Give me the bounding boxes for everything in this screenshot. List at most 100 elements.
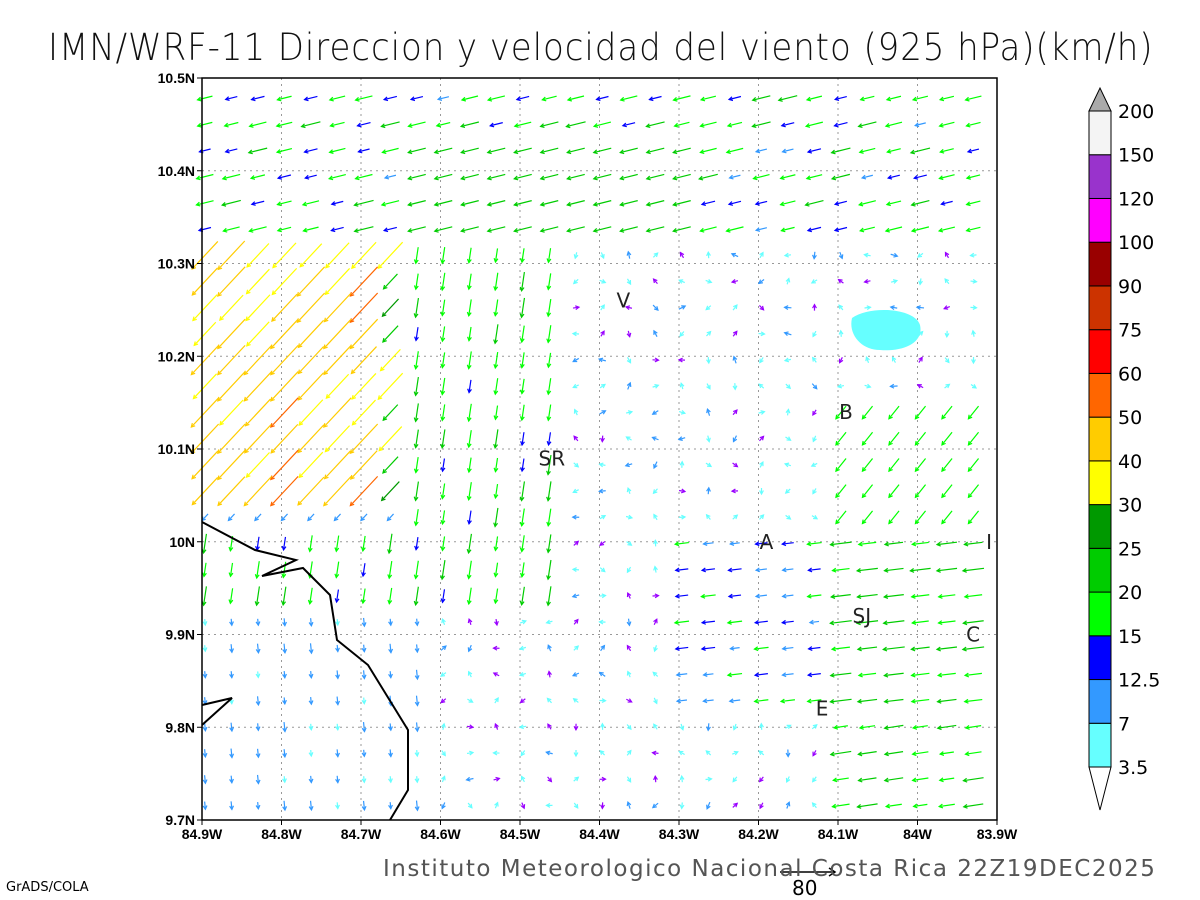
wind-arrow-head xyxy=(653,513,658,519)
wind-arrow xyxy=(309,800,313,811)
lon-tick-label: 84.9W xyxy=(182,826,223,842)
wind-arrow xyxy=(884,777,904,782)
wind-arrow xyxy=(243,371,273,402)
wind-arrow-head xyxy=(653,306,659,312)
wind-arrow-head xyxy=(653,618,658,624)
wind-arrow-head xyxy=(914,122,920,128)
wind-arrow-head xyxy=(441,618,446,624)
wind-arrow xyxy=(912,777,929,781)
wind-arrow-head xyxy=(571,593,577,599)
place-label: C xyxy=(966,623,980,647)
wind-arrow xyxy=(382,325,399,343)
wind-arrow-head xyxy=(441,645,447,651)
wind-arrow xyxy=(277,200,292,206)
wind-arrow-head xyxy=(546,548,552,554)
wind-arrow xyxy=(857,646,878,650)
wind-arrow xyxy=(673,200,691,206)
wind-arrow-head xyxy=(758,750,764,756)
wind-arrow xyxy=(885,226,903,232)
wind-arrow xyxy=(468,457,472,473)
wind-arrow-head xyxy=(350,369,356,375)
wind-arrow-head xyxy=(705,750,711,755)
wind-arrow-head xyxy=(349,474,355,480)
wind-arrow xyxy=(547,454,552,475)
wind-arrow-head xyxy=(674,646,680,651)
wind-arrow-head xyxy=(781,541,787,547)
coastline-peninsula xyxy=(201,697,233,726)
wind-arrow-head xyxy=(700,567,706,573)
colorbar-over-triangle xyxy=(1088,86,1112,112)
wind-arrow-head xyxy=(806,593,812,599)
wind-arrow-head xyxy=(600,437,605,443)
wind-arrow-head xyxy=(546,258,552,264)
colorbar-swatch xyxy=(1088,416,1112,462)
colorbar-label: 40 xyxy=(1118,451,1142,473)
wind-arrow-head xyxy=(460,201,466,207)
wind-arrow-head xyxy=(441,722,446,728)
wind-arrow-head xyxy=(627,698,633,703)
wind-arrow-head xyxy=(963,698,969,704)
wind-arrow-head xyxy=(413,364,419,370)
wind-arrow-head xyxy=(466,599,472,606)
wind-arrow xyxy=(436,121,451,127)
wind-arrow xyxy=(362,563,366,577)
colorbar-label: 100 xyxy=(1118,232,1154,254)
wind-arrow-head xyxy=(433,228,439,233)
wind-arrow-head xyxy=(565,123,571,129)
wind-arrow xyxy=(461,95,479,101)
wind-arrow-head xyxy=(945,383,951,389)
wind-arrow xyxy=(380,348,401,372)
wind-arrow-head xyxy=(936,672,943,678)
wind-arrow xyxy=(414,481,420,501)
wind-arrow xyxy=(965,95,982,101)
wind-arrow-head xyxy=(833,122,839,128)
wind-arrow xyxy=(910,567,931,572)
wind-arrow-head xyxy=(654,357,660,363)
wind-arrow-head xyxy=(679,382,685,388)
lat-tick-label: 9.8N xyxy=(165,719,195,735)
wind-arrow-head xyxy=(308,673,314,679)
wind-arrow-head xyxy=(751,97,757,102)
wind-arrow-head xyxy=(941,493,946,499)
wind-arrow-head xyxy=(413,600,419,607)
wind-arrow xyxy=(726,147,744,154)
wind-arrow-head xyxy=(910,594,916,599)
wind-arrow-head xyxy=(938,122,944,128)
wind-arrow xyxy=(297,476,325,506)
wind-arrow-head xyxy=(440,416,446,422)
wind-arrow-head xyxy=(866,305,872,311)
wind-arrow xyxy=(323,345,352,375)
wind-arrow-head xyxy=(546,601,551,607)
wind-arrow xyxy=(593,173,612,180)
wind-arrow-head xyxy=(308,649,314,655)
wind-arrow xyxy=(415,429,419,448)
wind-arrow xyxy=(441,299,446,316)
wind-arrow-head xyxy=(759,722,764,728)
wind-arrow-head xyxy=(935,646,941,652)
wind-arrow xyxy=(567,226,585,232)
lon-tick-label: 84.5W xyxy=(500,826,541,842)
wind-arrow-head xyxy=(678,279,684,284)
wind-arrow xyxy=(752,121,771,128)
wind-arrow xyxy=(298,451,324,478)
wind-arrow-head xyxy=(753,672,760,678)
map-title: IMN/WRF-11 Direccion y velocidad del vie… xyxy=(48,26,1154,69)
wind-arrow xyxy=(246,243,270,268)
wind-arrow xyxy=(620,173,638,180)
wind-arrow-head xyxy=(859,96,865,102)
wind-arrow-head xyxy=(835,414,840,420)
wind-arrow-head xyxy=(912,175,919,180)
wind-arrow-head xyxy=(515,96,521,102)
wind-arrow-head xyxy=(592,228,598,233)
wind-arrow-head xyxy=(961,646,967,652)
wind-arrow-head xyxy=(626,644,632,650)
wind-arrow xyxy=(349,475,379,507)
wind-arrow-head xyxy=(733,750,739,756)
wind-arrow-head xyxy=(600,304,605,310)
wind-arrow-head xyxy=(520,751,526,757)
wind-arrow xyxy=(540,147,559,154)
wind-arrow-head xyxy=(245,341,251,347)
wind-arrow xyxy=(270,449,299,480)
wind-arrow-head xyxy=(377,264,383,270)
wind-arrow-head xyxy=(493,339,498,345)
